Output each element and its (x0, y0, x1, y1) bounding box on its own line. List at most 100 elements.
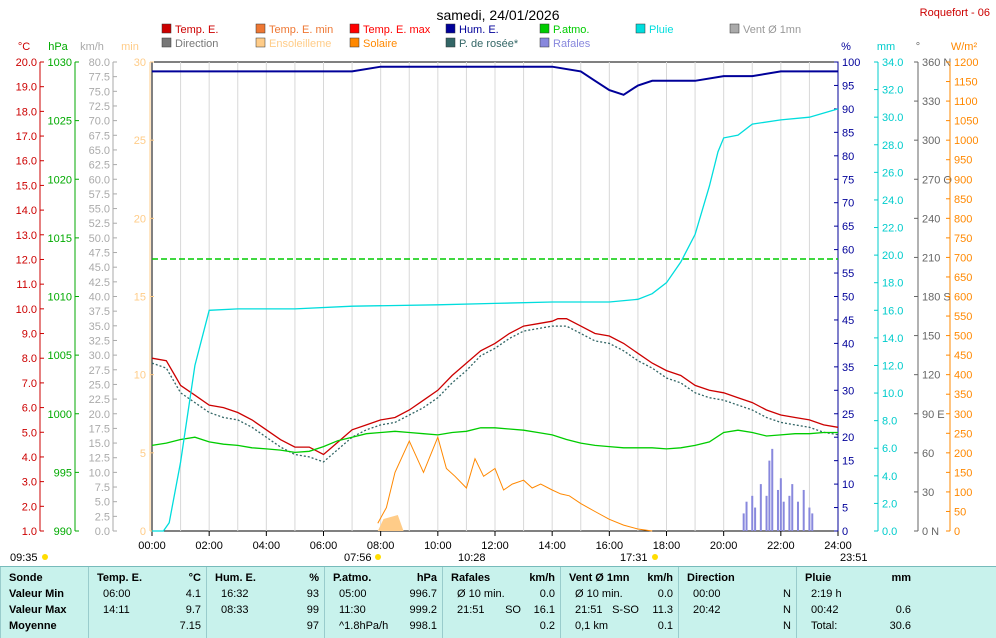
wind-tick-label: 42.5 (89, 277, 110, 289)
humidity-tick-label: 5 (842, 503, 848, 515)
temp-tick-label: 14.0 (16, 205, 37, 217)
humidity-tick-label: 15 (842, 456, 854, 468)
rain-tick-label: 8.0 (882, 416, 897, 428)
solar-tick-label: 0 (954, 526, 960, 538)
wind-tick-label: 37.5 (89, 306, 110, 318)
humidity-tick-label: 85 (842, 127, 854, 139)
humidity-tick-label: 65 (842, 221, 854, 233)
temp-tick-label: 12.0 (16, 254, 37, 266)
solar-tick-label: 1050 (954, 116, 978, 128)
stats-column: Hum. E.% 16:32 93 08:33 99 97 (206, 567, 325, 638)
stats-cell: Ø 10 min. (575, 588, 623, 600)
stats-cell: 00:00 (693, 588, 721, 600)
rain-tick-label: 30.0 (882, 112, 903, 124)
sun-icon (42, 554, 48, 560)
stats-cell: ^1.8hPa/h (339, 620, 389, 632)
stats-cell: Ø 10 min. (457, 588, 505, 600)
legend-swatch (349, 23, 360, 34)
solar-tick-label: 250 (954, 428, 972, 440)
stats-column-title: Vent Ø 1mn (569, 572, 630, 584)
sun-icon (652, 554, 658, 560)
pressure-tick-label: 1000 (48, 409, 72, 421)
rain-tick-label: 6.0 (882, 443, 897, 455)
stats-cell: Moyenne (9, 620, 57, 632)
humidity-tick-label: 50 (842, 292, 854, 304)
pressure-tick-label: 1025 (48, 116, 72, 128)
wind-tick-label: 77.5 (89, 72, 110, 84)
humidity-tick-label: 40 (842, 338, 854, 350)
wind-tick-label: 27.5 (89, 365, 110, 377)
wind-tick-label: 12.5 (89, 453, 110, 465)
rain-tick-label: 24.0 (882, 195, 903, 207)
solar-tick-label: 100 (954, 487, 972, 499)
temp-tick-label: 2.0 (22, 501, 37, 513)
stats-cell: 30.6 (889, 620, 911, 632)
legend-swatch (349, 37, 360, 48)
wind-tick-label: 75.0 (89, 86, 110, 98)
wind-tick-label: 55.0 (89, 204, 110, 216)
wind-tick-label: 62.5 (89, 160, 110, 172)
rain-tick-label: 18.0 (882, 278, 903, 290)
rain-tick-label: 16.0 (882, 305, 903, 317)
rain-tick-label: 4.0 (882, 471, 897, 483)
stats-column: P.atmo. hPa 05:00 996.7 11:30 999.2 ^1.8hPa/h 9… (324, 567, 443, 638)
wind-tick-label: 5.0 (95, 497, 110, 509)
legend-swatch (255, 23, 266, 34)
series-temp-e (151, 318, 839, 456)
stats-cell: 16:32 (221, 588, 249, 600)
legend-label: Pluie (649, 24, 673, 36)
stats-cell: 0.0 (657, 588, 673, 600)
moonset-time: 09:35 (10, 552, 38, 564)
temp-tick-label: 18.0 (16, 106, 37, 118)
humidity-tick-label: 95 (842, 80, 854, 92)
temp-tick-label: 20.0 (16, 57, 37, 69)
temp-tick-label: 17.0 (16, 131, 37, 143)
stats-cell: 00:42 (811, 604, 839, 616)
wind-tick-label: 32.5 (89, 335, 110, 347)
legend-swatch (445, 37, 456, 48)
legend-label: Rafales (553, 38, 591, 50)
stats-column-title: Pluie (805, 572, 832, 584)
stats-cell: 999.2 (409, 604, 437, 616)
stats-column: Pluie mm 2:19 h 00:42 0.6 Total: 30.6 (796, 567, 917, 638)
sun-icon (375, 554, 381, 560)
x-tick-label: 18:00 (653, 540, 681, 552)
humidity-tick-label: 55 (842, 268, 854, 280)
humidity-tick-label: 10 (842, 479, 854, 491)
solar-tick-label: 1200 (954, 57, 978, 69)
sun_min-tick-label: 10 (134, 370, 146, 382)
legend-swatch (539, 37, 550, 48)
sunset-time: 17:31 (620, 552, 648, 564)
humidity-tick-label: 100 (842, 57, 860, 69)
stats-column-title: P.atmo. (333, 572, 372, 584)
direction-tick-label: 330 (922, 96, 940, 108)
stats-cell: Valeur Max (9, 604, 67, 616)
solar-tick-label: 800 (954, 213, 972, 225)
solar-tick-label: 900 (954, 174, 972, 186)
series-p-de-ros-e (151, 325, 839, 463)
x-tick-label: 14:00 (538, 540, 566, 552)
pressure-tick-label: 1005 (48, 350, 72, 362)
humidity-tick-label: 30 (842, 385, 854, 397)
direction-tick-label: 180 S (922, 292, 951, 304)
wind-tick-label: 70.0 (89, 116, 110, 128)
wind-tick-label: 35.0 (89, 321, 110, 333)
direction-tick-label: 270 O (922, 174, 952, 186)
chart-canvas: samedi, 24/01/2026 Roquefort - 06 Temp. E.… (10, 7, 990, 564)
sun_min-tick-label: 25 (134, 135, 146, 147)
temp-tick-label: 10.0 (16, 304, 37, 316)
direction-tick-label: 300 (922, 135, 940, 147)
temp-tick-label: 9.0 (22, 329, 37, 341)
stats-cell: 998.1 (409, 620, 437, 632)
direction-tick-label: 30 (922, 487, 934, 499)
wind-tick-label: 20.0 (89, 409, 110, 421)
temp-tick-label: 16.0 (16, 156, 37, 168)
legend-label: Ensoleilleme (269, 38, 331, 50)
legend-swatch (161, 23, 172, 34)
sun_min-tick-label: 15 (134, 292, 146, 304)
wind-tick-label: 25.0 (89, 379, 110, 391)
solar-tick-label: 950 (954, 155, 972, 167)
stats-cell: S-SO (612, 604, 639, 616)
humidity-tick-label: 90 (842, 104, 854, 116)
stats-cell: 0.0 (539, 588, 555, 600)
